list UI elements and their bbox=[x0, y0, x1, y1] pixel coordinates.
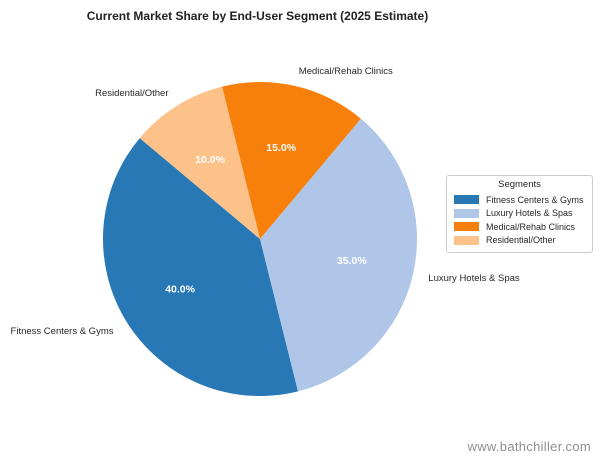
pie-outer-label-medical-rehab-clinics: Medical/Rehab Clinics bbox=[299, 66, 393, 77]
legend-item-fitness-centers-gyms: Fitness Centers & Gyms bbox=[452, 193, 587, 207]
legend-item-medical-rehab-clinics: Medical/Rehab Clinics bbox=[452, 220, 587, 234]
pie-percent-label-residential-other: 10.0% bbox=[195, 154, 225, 166]
legend-title: Segments bbox=[498, 179, 541, 190]
legend-item-label: Residential/Other bbox=[486, 235, 556, 246]
pie-outer-label-residential-other: Residential/Other bbox=[95, 88, 168, 99]
legend-item-label: Fitness Centers & Gyms bbox=[486, 194, 584, 205]
legend-items: Fitness Centers & Gyms Luxury Hotels & Sp… bbox=[452, 193, 587, 247]
legend-item-label: Medical/Rehab Clinics bbox=[486, 221, 576, 232]
pie-percent-label-fitness-centers-gyms: 40.0% bbox=[165, 284, 195, 296]
legend-item-residential-other: Residential/Other bbox=[452, 234, 587, 248]
pie-slice-luxury-hotels-spas bbox=[260, 118, 418, 392]
watermark: www.bathchiller.com bbox=[467, 439, 591, 454]
legend-swatch-medical-rehab-clinics bbox=[454, 222, 479, 232]
pie-outer-label-luxury-hotels-spas: Luxury Hotels & Spas bbox=[428, 273, 520, 284]
legend-item-label: Luxury Hotels & Spas bbox=[486, 208, 573, 219]
legend-swatch-luxury-hotels-spas bbox=[454, 208, 479, 218]
pie-outer-label-fitness-centers-gyms: Fitness Centers & Gyms bbox=[11, 326, 114, 337]
pie-slice-residential-other bbox=[139, 86, 260, 239]
pie-slice-fitness-centers-gyms bbox=[102, 138, 298, 397]
pie-percent-label-medical-rehab-clinics: 15.0% bbox=[266, 142, 296, 154]
chart-title: Current Market Share by End-User Segment… bbox=[86, 9, 429, 23]
pie-percent-label-luxury-hotels-spas: 35.0% bbox=[337, 255, 367, 267]
legend: Segments Fitness Centers & Gyms Luxury Ho… bbox=[446, 175, 593, 253]
legend-swatch-fitness-centers-gyms bbox=[454, 195, 479, 205]
pie-slice-medical-rehab-clinics bbox=[222, 81, 361, 239]
legend-item-luxury-hotels-spas: Luxury Hotels & Spas bbox=[452, 207, 587, 221]
legend-swatch-residential-other bbox=[454, 235, 479, 245]
